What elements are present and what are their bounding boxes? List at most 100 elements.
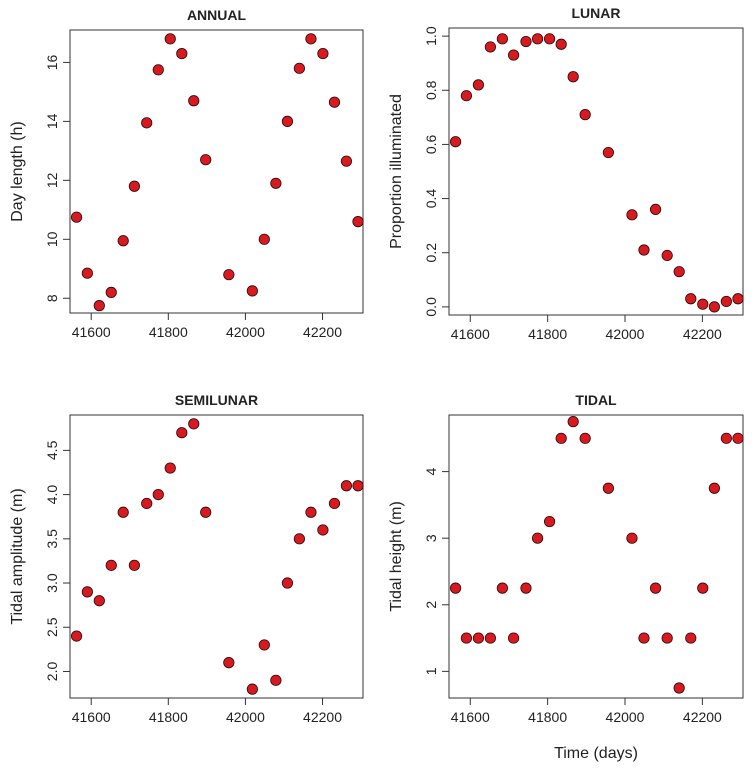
- x-tick-label: 41800: [528, 326, 567, 342]
- data-point: [449, 136, 462, 148]
- data-point: [531, 532, 544, 544]
- data-point: [531, 33, 544, 45]
- data-point: [567, 416, 579, 428]
- data-point: [720, 432, 732, 444]
- y-tick-label: 8: [44, 294, 60, 302]
- data-point: [141, 497, 153, 510]
- chart-title: TIDAL: [575, 392, 617, 408]
- y-tick-label: 10: [44, 231, 60, 247]
- y-tick-label: 12: [44, 172, 60, 188]
- data-point: [258, 639, 270, 651]
- data-point: [602, 482, 614, 494]
- data-point: [626, 532, 638, 544]
- x-tick-label: 42000: [606, 709, 645, 725]
- data-point: [188, 95, 200, 107]
- data-point: [626, 209, 638, 221]
- data-point: [164, 33, 176, 45]
- data-point: [293, 62, 305, 74]
- data-point: [508, 49, 520, 61]
- y-tick-label: 0.4: [423, 189, 439, 209]
- data-point: [81, 586, 93, 598]
- y-tick-label: 0.2: [423, 243, 439, 263]
- plot-frame: [69, 414, 364, 699]
- y-axis-label: Day length (h): [9, 121, 26, 222]
- data-point: [293, 533, 305, 545]
- data-point: [579, 432, 591, 444]
- data-point: [496, 33, 508, 45]
- data-point: [70, 630, 83, 642]
- data-point: [305, 33, 317, 45]
- data-point: [223, 269, 235, 281]
- x-tick-label: 41800: [149, 709, 188, 725]
- data-point: [281, 577, 294, 589]
- data-point: [697, 582, 709, 594]
- data-point: [732, 432, 744, 444]
- data-point: [638, 244, 650, 256]
- data-point: [732, 293, 744, 305]
- data-point: [555, 432, 567, 444]
- data-point: [496, 582, 508, 594]
- data-point: [449, 582, 462, 594]
- x-tick-label: 42000: [226, 709, 265, 725]
- y-tick-label: 3: [423, 534, 439, 542]
- data-point: [484, 41, 496, 53]
- x-tick-label: 41600: [72, 709, 111, 725]
- y-axis-label: Tidal amplitude (m): [9, 488, 26, 624]
- data-point: [317, 524, 329, 536]
- y-tick-label: 3.5: [44, 529, 60, 549]
- panel-semilunar: SEMILUNAR 41600 41800 42000 42200 2.0 2.5 3.0 3.…: [9, 392, 364, 725]
- data-point: [460, 90, 473, 102]
- data-point: [508, 632, 520, 644]
- data-point: [128, 180, 140, 192]
- data-point: [246, 683, 258, 695]
- y-axis-label: Proportion illuminated: [388, 94, 405, 249]
- data-point: [649, 582, 662, 594]
- data-point: [673, 266, 685, 278]
- x-tick-label: 41800: [528, 709, 567, 725]
- data-point: [128, 559, 140, 571]
- data-point: [188, 418, 200, 430]
- data-point: [520, 582, 532, 594]
- chart-title: ANNUAL: [187, 7, 247, 23]
- panel-tidal: TIDAL 41600 41800 42000 42200 1 2 3 4 Tidal heigh…: [388, 392, 744, 762]
- data-point: [697, 298, 709, 310]
- data-point: [164, 462, 176, 474]
- data-point: [270, 674, 282, 686]
- data-point: [520, 35, 532, 48]
- data-point: [685, 293, 697, 305]
- data-point: [555, 38, 567, 50]
- x-tick-label: 42200: [303, 709, 342, 725]
- data-point: [328, 96, 341, 108]
- data-point: [472, 632, 484, 644]
- data-point: [673, 682, 685, 694]
- plot-frame: [448, 414, 744, 699]
- data-point: [152, 64, 164, 76]
- x-tick-label: 42000: [606, 326, 645, 342]
- data-point: [602, 146, 614, 159]
- y-tick-label: 3.0: [44, 573, 60, 593]
- y-tick-label: 14: [44, 113, 60, 129]
- y-tick-label: 16: [44, 54, 60, 70]
- y-tick-label: 0.0: [423, 297, 439, 317]
- y-tick-label: 1: [423, 667, 439, 675]
- data-point: [105, 286, 117, 298]
- plot-frame: [448, 27, 744, 316]
- data-point: [176, 47, 188, 60]
- data-point: [258, 233, 270, 245]
- data-point: [81, 267, 93, 279]
- data-point: [543, 33, 556, 45]
- y-tick-label: 0.6: [423, 134, 439, 154]
- data-point: [152, 488, 164, 501]
- x-tick-label: 41600: [72, 324, 111, 340]
- data-point: [176, 427, 188, 439]
- x-tick-label: 42200: [683, 326, 722, 342]
- data-point: [270, 177, 282, 189]
- data-point: [117, 506, 129, 518]
- chart-title: SEMILUNAR: [175, 392, 258, 408]
- data-point: [141, 117, 153, 129]
- panel-lunar: LUNAR 41600 41800 42000 42200 0.0 0.2 0.4 0.6 0.8…: [388, 5, 744, 342]
- y-axis-label: Tidal height (m): [388, 501, 405, 612]
- x-tick-label: 42000: [226, 324, 265, 340]
- data-point: [460, 632, 473, 644]
